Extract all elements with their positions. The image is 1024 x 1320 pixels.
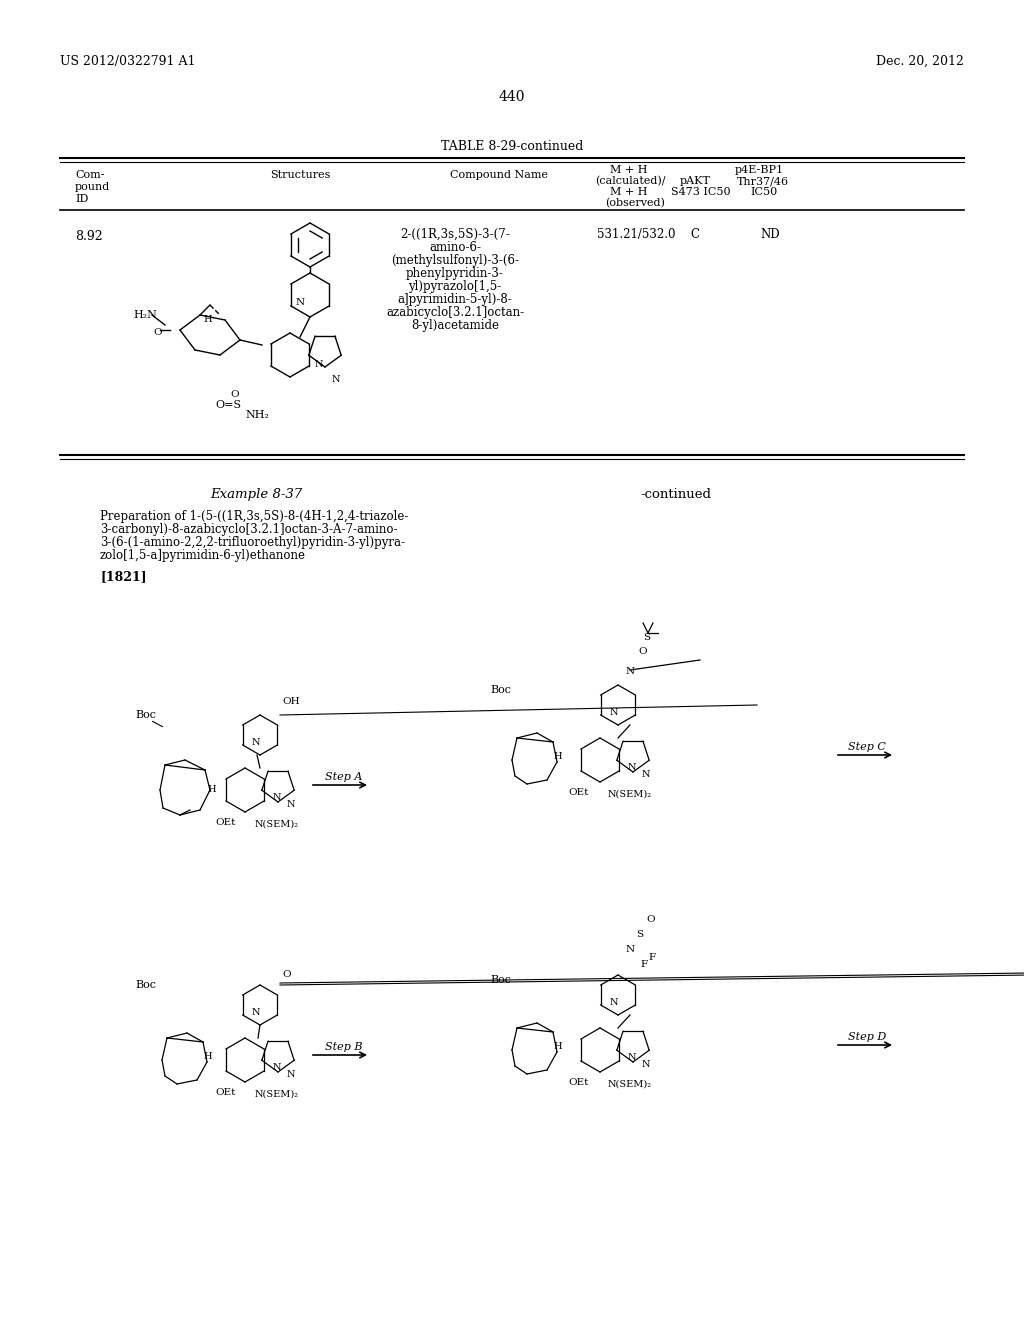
Text: N: N <box>628 1053 637 1063</box>
Text: IC50: IC50 <box>750 187 777 197</box>
Text: N: N <box>315 360 324 370</box>
Text: H: H <box>553 752 561 762</box>
Text: N: N <box>628 763 637 772</box>
Text: 8-yl)acetamide: 8-yl)acetamide <box>411 319 499 333</box>
Text: N: N <box>610 998 618 1007</box>
Text: 3-(6-(1-amino-2,2,2-trifluoroethyl)pyridin-3-yl)pyra-: 3-(6-(1-amino-2,2,2-trifluoroethyl)pyrid… <box>100 536 406 549</box>
Text: N: N <box>273 793 282 803</box>
Text: TABLE 8-29-continued: TABLE 8-29-continued <box>440 140 584 153</box>
Text: N(SEM)₂: N(SEM)₂ <box>608 789 652 799</box>
Text: O: O <box>153 327 162 337</box>
Text: Dec. 20, 2012: Dec. 20, 2012 <box>877 55 964 69</box>
Text: Com-: Com- <box>75 170 104 180</box>
Text: OH: OH <box>282 697 300 706</box>
Text: N: N <box>626 667 635 676</box>
Text: M + H: M + H <box>610 165 647 176</box>
Text: H: H <box>553 1041 561 1051</box>
Text: M + H: M + H <box>610 187 647 197</box>
Text: Step B: Step B <box>325 1041 362 1052</box>
Text: (calculated)/: (calculated)/ <box>595 176 666 186</box>
Text: Structures: Structures <box>270 170 331 180</box>
Text: N: N <box>296 298 305 308</box>
Text: S: S <box>636 931 643 939</box>
Text: H: H <box>203 315 212 323</box>
Text: O=S: O=S <box>215 400 241 411</box>
Text: O: O <box>230 389 239 399</box>
Text: Thr37/46: Thr37/46 <box>737 176 790 186</box>
Text: N: N <box>626 945 635 954</box>
Text: Boc: Boc <box>490 975 511 985</box>
Text: OEt: OEt <box>215 1088 236 1097</box>
Text: NH₂: NH₂ <box>245 411 269 420</box>
Text: amino-6-: amino-6- <box>429 242 481 253</box>
Text: OEt: OEt <box>215 818 236 828</box>
Text: 531.21/532.0: 531.21/532.0 <box>597 228 676 242</box>
Text: Compound Name: Compound Name <box>450 170 548 180</box>
Text: Preparation of 1-(5-((1R,3s,5S)-8-(4H-1,2,4-triazole-: Preparation of 1-(5-((1R,3s,5S)-8-(4H-1,… <box>100 510 409 523</box>
Text: US 2012/0322791 A1: US 2012/0322791 A1 <box>60 55 196 69</box>
Text: [1821]: [1821] <box>100 570 146 583</box>
Text: N(SEM)₂: N(SEM)₂ <box>608 1080 652 1089</box>
Text: N: N <box>332 375 341 384</box>
Text: C: C <box>690 228 699 242</box>
Text: N: N <box>287 800 296 809</box>
Text: 8.92: 8.92 <box>75 230 102 243</box>
Text: H: H <box>203 1052 212 1061</box>
Text: N: N <box>642 1060 650 1069</box>
Text: N: N <box>610 708 618 717</box>
Text: yl)pyrazolo[1,5-: yl)pyrazolo[1,5- <box>409 280 502 293</box>
Text: Step A: Step A <box>325 772 362 781</box>
Text: a]pyrimidin-5-yl)-8-: a]pyrimidin-5-yl)-8- <box>397 293 512 306</box>
Text: 3-carbonyl)-8-azabicyclo[3.2.1]octan-3-A-7-amino-: 3-carbonyl)-8-azabicyclo[3.2.1]octan-3-A… <box>100 523 397 536</box>
Text: pound: pound <box>75 182 111 191</box>
Text: O: O <box>282 970 291 979</box>
Text: pAKT: pAKT <box>680 176 711 186</box>
Text: S: S <box>643 634 650 642</box>
Text: H: H <box>207 785 216 795</box>
Text: (observed): (observed) <box>605 198 665 209</box>
Text: N: N <box>287 1071 296 1078</box>
Text: N(SEM)₂: N(SEM)₂ <box>255 1090 299 1100</box>
Text: Example 8-37: Example 8-37 <box>210 488 302 502</box>
Text: Boc: Boc <box>135 710 156 719</box>
Text: O: O <box>646 915 654 924</box>
Text: OEt: OEt <box>568 788 589 797</box>
Text: Boc: Boc <box>135 979 156 990</box>
Text: p4E-BP1: p4E-BP1 <box>735 165 784 176</box>
Text: 440: 440 <box>499 90 525 104</box>
Text: Step C: Step C <box>848 742 886 752</box>
Text: azabicyclo[3.2.1]octan-: azabicyclo[3.2.1]octan- <box>386 306 524 319</box>
Text: 2-((1R,3s,5S)-3-(7-: 2-((1R,3s,5S)-3-(7- <box>400 228 510 242</box>
Text: zolo[1,5-a]pyrimidin-6-yl)ethanone: zolo[1,5-a]pyrimidin-6-yl)ethanone <box>100 549 306 562</box>
Text: N: N <box>252 1008 260 1016</box>
Text: F: F <box>640 960 647 969</box>
Text: OEt: OEt <box>568 1078 589 1086</box>
Text: Boc: Boc <box>490 685 511 696</box>
Text: (methylsulfonyl)-3-(6-: (methylsulfonyl)-3-(6- <box>391 253 519 267</box>
Text: F: F <box>648 953 655 962</box>
Text: N: N <box>252 738 260 747</box>
Text: N(SEM)₂: N(SEM)₂ <box>255 820 299 829</box>
Text: O: O <box>638 647 646 656</box>
Text: N: N <box>273 1063 282 1072</box>
Text: S473 IC50: S473 IC50 <box>671 187 731 197</box>
Text: phenylpyridin-3-: phenylpyridin-3- <box>407 267 504 280</box>
Text: H₂N: H₂N <box>133 310 157 319</box>
Text: N: N <box>642 770 650 779</box>
Text: ID: ID <box>75 194 88 205</box>
Text: ND: ND <box>760 228 779 242</box>
Text: -continued: -continued <box>640 488 711 502</box>
Text: Step D: Step D <box>848 1032 886 1041</box>
